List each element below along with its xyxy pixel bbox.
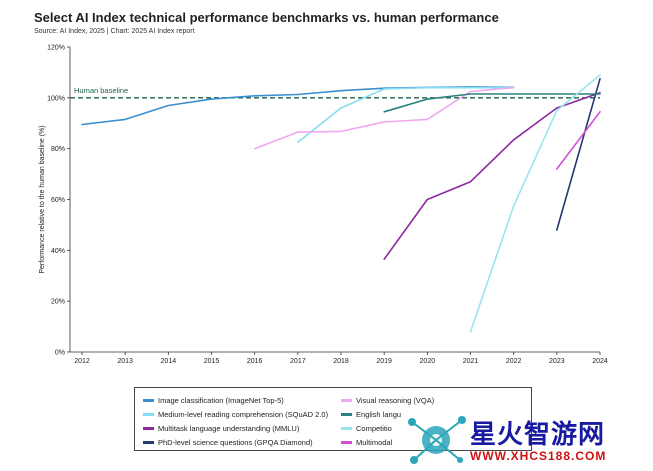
y-tick-label: 20% (51, 299, 65, 306)
legend-item: English langu (341, 410, 401, 419)
legend-label: Visual reasoning (VQA) (356, 396, 435, 405)
legend-label: Image classification (ImageNet Top-5) (158, 396, 284, 405)
series-line (253, 86, 515, 150)
legend-swatch (341, 441, 352, 444)
y-tick-label: 40% (51, 248, 65, 255)
legend-swatch (341, 399, 352, 402)
legend-item: Visual reasoning (VQA) (341, 396, 434, 405)
x-tick-label: 2014 (161, 358, 177, 365)
x-tick-label: 2017 (290, 358, 306, 365)
legend-item: PhD-level science questions (GPQA Diamon… (143, 438, 313, 447)
x-tick-label: 2015 (204, 358, 220, 365)
legend-item: Multitask language understanding (MMLU) (143, 424, 299, 433)
y-tick-label: 80% (51, 146, 65, 153)
chart-subtitle: Source: AI Index, 2025 | Chart: 2025 AI … (34, 28, 195, 35)
legend-label: PhD-level science questions (GPQA Diamon… (158, 438, 313, 447)
legend-swatch (143, 441, 154, 444)
legend-label: English langu (356, 410, 402, 419)
y-tick-label: 60% (51, 197, 65, 204)
y-axis-label: Performance relative to the human baseli… (39, 125, 46, 273)
y-tick-label: 100% (47, 95, 65, 102)
baseline-label: Human baseline (74, 86, 128, 95)
watermark-logo-icon (408, 416, 466, 464)
series-line (555, 78, 601, 231)
x-tick-label: 2013 (117, 358, 133, 365)
series-line (383, 93, 601, 113)
watermark-url: WWW.XHCS188.COM (470, 449, 607, 463)
legend-item: Medium-level reading comprehension (SQuA… (143, 410, 328, 419)
legend-swatch (341, 427, 352, 430)
legend-item: Competitio (341, 424, 392, 433)
watermark-text: 星火智游网 (470, 420, 606, 450)
legend-swatch (143, 427, 154, 430)
x-tick-label: 2012 (74, 358, 90, 365)
human-baseline: Human baseline (70, 86, 600, 99)
x-tick-label: 2022 (506, 358, 522, 365)
y-tick-label: 0% (55, 350, 65, 357)
legend-label: Multimodal (356, 438, 393, 447)
x-tick-label: 2024 (592, 358, 608, 365)
series-lines (81, 74, 601, 333)
series-line (555, 111, 601, 170)
x-tick-label: 2019 (376, 358, 392, 365)
x-tick-label: 2018 (333, 358, 349, 365)
y-tick-label: 120% (47, 45, 65, 52)
series-line (383, 92, 601, 261)
legend-item: Image classification (ImageNet Top-5) (143, 396, 284, 405)
legend-label: Multitask language understanding (MMLU) (158, 424, 300, 433)
series-line (469, 74, 601, 333)
legend-label: Medium-level reading comprehension (SQuA… (158, 410, 329, 419)
x-tick-label: 2020 (420, 358, 436, 365)
legend-item: Multimodal (341, 438, 392, 447)
legend-swatch (143, 413, 154, 416)
legend-label: Competitio (356, 424, 392, 433)
legend-swatch (341, 413, 352, 416)
chart-title: Select AI Index technical performance be… (34, 10, 499, 25)
x-tick-label: 2023 (549, 358, 565, 365)
series-line (296, 86, 515, 144)
x-tick-label: 2016 (247, 358, 263, 365)
legend-swatch (143, 399, 154, 402)
x-tick-label: 2021 (463, 358, 479, 365)
